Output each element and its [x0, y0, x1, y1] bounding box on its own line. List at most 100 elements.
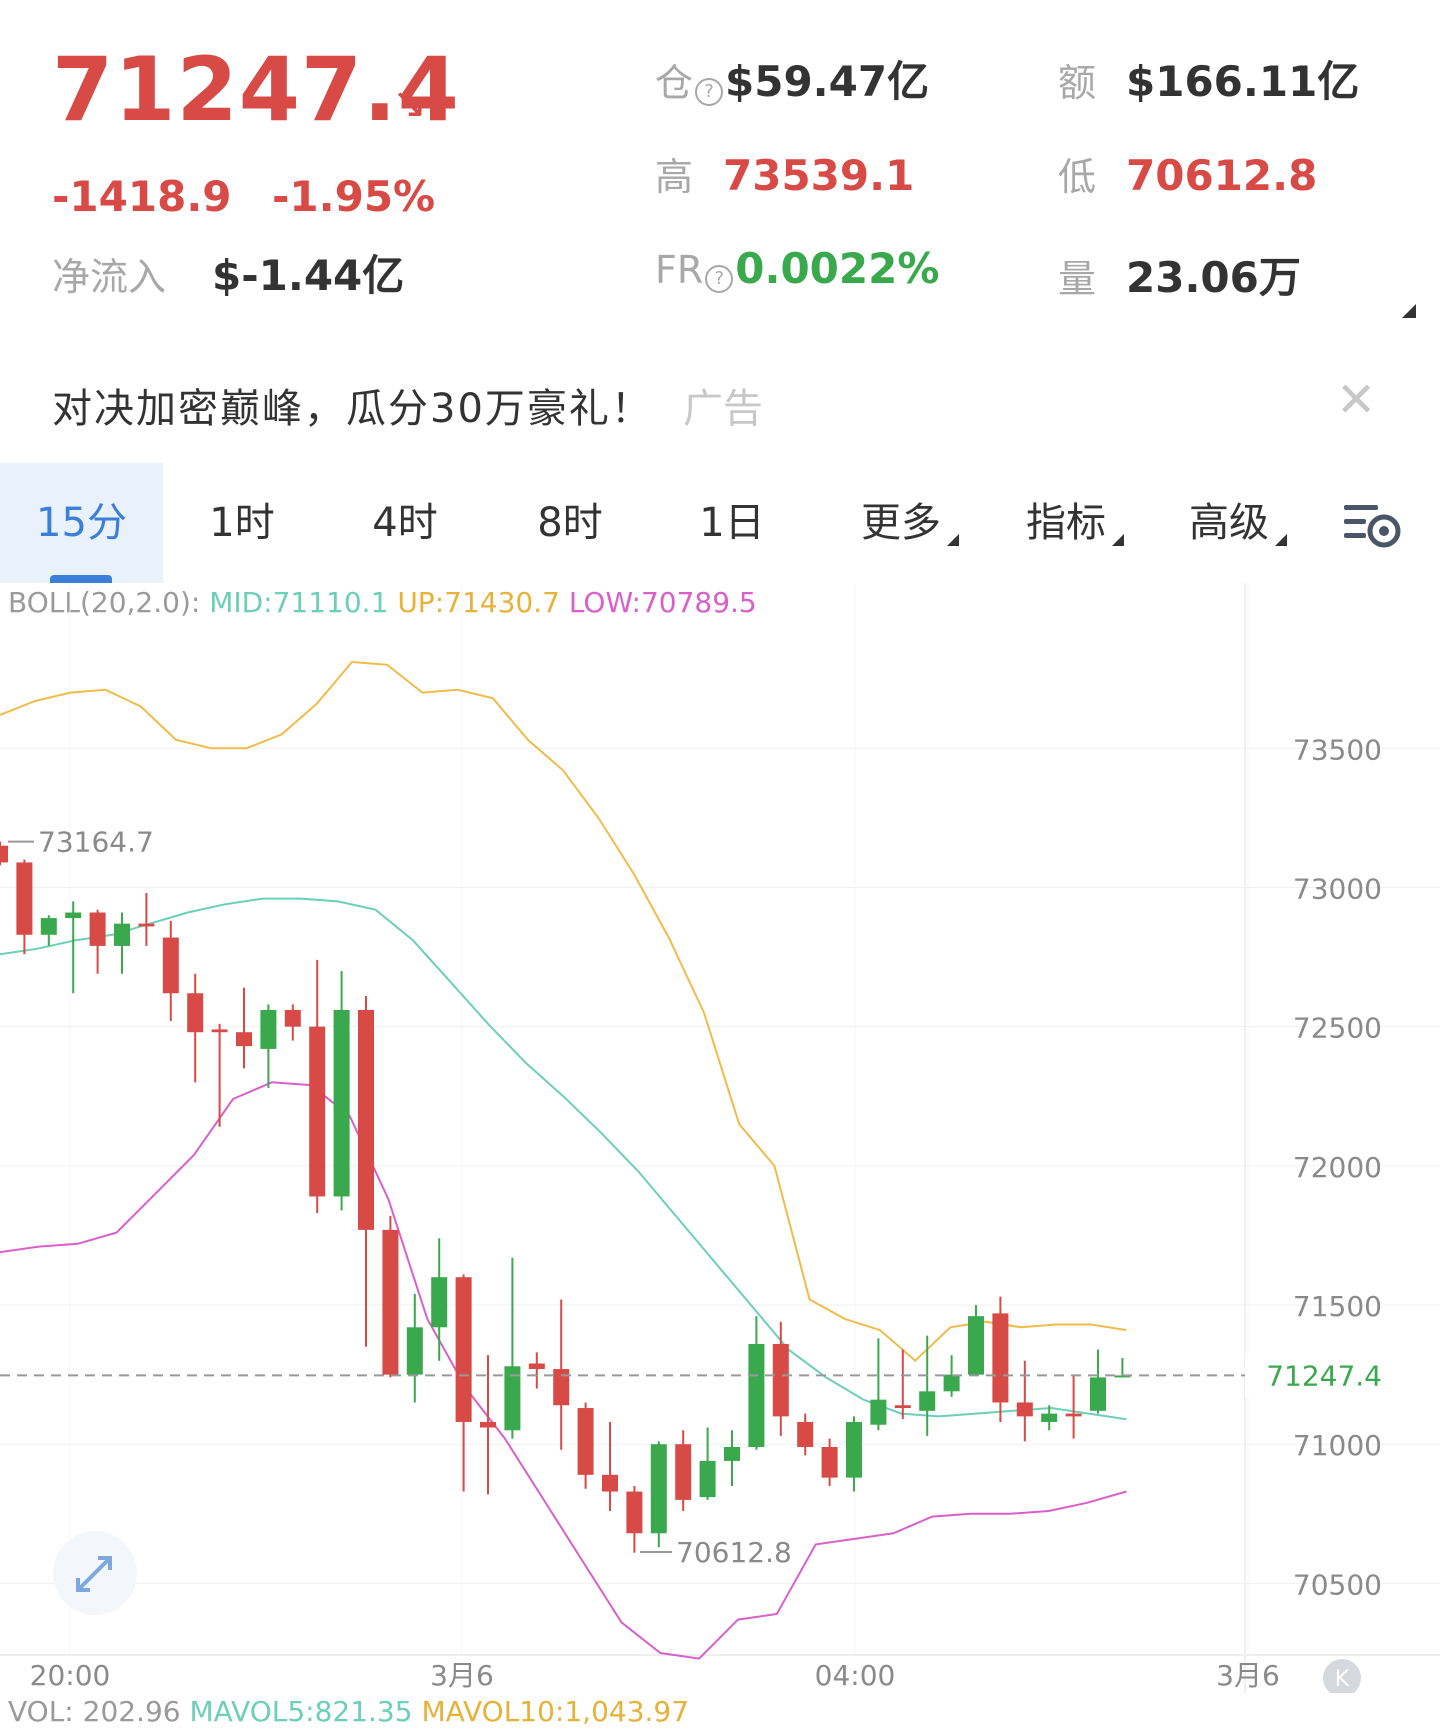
expand-stats-icon[interactable]	[1402, 304, 1416, 318]
candle-body	[1065, 1413, 1082, 1417]
high-annotation: 73164.7	[38, 826, 154, 859]
tab-advanced[interactable]: 高级	[1168, 463, 1308, 583]
candle-body	[187, 993, 204, 1033]
boll-up: UP:71430.7	[397, 586, 560, 619]
candle-body	[772, 1344, 789, 1417]
boll-mid: MID:71110.1	[209, 586, 389, 619]
x-tick-label: 3月6	[430, 1659, 494, 1692]
mavol5-value: MAVOL5:821.35	[189, 1695, 413, 1728]
candle-body	[65, 912, 82, 919]
netflow-value: $-1.44亿	[212, 251, 405, 300]
candle	[650, 1441, 667, 1548]
y-tick-label: 73000	[1293, 872, 1382, 905]
tab-indicators[interactable]: 指标	[1005, 463, 1145, 583]
volume-value: 23.06万	[1126, 253, 1301, 302]
turnover-stat: 额 $166.11亿	[1058, 48, 1359, 109]
tab-15m[interactable]: 15分	[0, 463, 163, 583]
candle	[504, 1257, 521, 1439]
low-stat: 低 70612.8	[1058, 146, 1317, 201]
candle-body	[577, 1408, 594, 1475]
candle	[382, 1215, 399, 1378]
candle	[0, 841, 8, 866]
candle-body	[114, 923, 130, 946]
candle	[992, 1296, 1009, 1422]
help-icon[interactable]: ?	[705, 264, 734, 293]
candle-body	[894, 1405, 911, 1409]
candle-body	[16, 862, 33, 935]
candle	[40, 915, 57, 946]
tab-4h[interactable]: 4时	[345, 463, 465, 583]
low-label: 低	[1058, 155, 1097, 199]
boll-upper-line	[0, 660, 1127, 1363]
boll-lower-line	[0, 1081, 1127, 1660]
fullscreen-button[interactable]	[53, 1531, 137, 1615]
last-price-tag	[1245, 1353, 1395, 1398]
dropdown-icon	[1275, 534, 1287, 546]
volume-label: 量	[1058, 257, 1097, 301]
y-axis: 73500 73000 72500 72000 71500 71000 70500	[1293, 733, 1382, 1601]
price-change: -1418.9	[52, 172, 232, 221]
candlestick-chart[interactable]: 73500 73000 72500 72000 71500 71000 70500 20:0…	[0, 583, 1440, 1693]
tab-label: 1时	[209, 500, 275, 546]
candle-body	[455, 1277, 472, 1422]
candle-body	[846, 1421, 862, 1478]
tab-more[interactable]: 更多	[840, 463, 980, 583]
candle-body	[260, 1009, 277, 1049]
tab-1d[interactable]: 1日	[672, 463, 792, 583]
price-change-percent: -1.95%	[272, 172, 436, 221]
mavol10-value: MAVOL10:1,043.97	[421, 1695, 690, 1728]
tab-8h[interactable]: 8时	[510, 463, 630, 583]
candle	[748, 1316, 765, 1450]
candle	[162, 920, 179, 1022]
close-icon[interactable]: ✕	[1336, 372, 1377, 428]
candle	[846, 1416, 862, 1492]
candle	[65, 901, 82, 994]
position-value: $59.47亿	[725, 57, 930, 106]
candle-body	[943, 1374, 960, 1392]
ad-tag: 广告	[683, 386, 763, 432]
low-annotation: 70612.8	[676, 1536, 792, 1569]
candle-body	[870, 1399, 887, 1425]
candle-body	[89, 912, 106, 946]
candle	[309, 959, 326, 1214]
high-label: 高	[655, 155, 694, 199]
candle	[919, 1335, 936, 1436]
candle	[211, 1023, 228, 1127]
tab-label: 8时	[537, 500, 603, 546]
x-tick-label: 20:00	[30, 1659, 111, 1692]
candle-body	[138, 923, 155, 927]
candle-body	[0, 845, 8, 863]
chart-settings-icon[interactable]	[1340, 501, 1404, 555]
tab-1h[interactable]: 1时	[182, 463, 302, 583]
candles	[0, 841, 1131, 1553]
candle	[89, 909, 106, 974]
candle	[968, 1305, 984, 1375]
candle	[284, 1004, 301, 1041]
candle	[431, 1238, 448, 1361]
tab-label: 更多	[861, 500, 941, 546]
candle	[260, 1004, 277, 1088]
tab-label: 1日	[699, 500, 765, 546]
ad-banner-text[interactable]: 对决加密巅峰，瓜分30万豪礼！	[52, 386, 653, 432]
candle-body	[236, 1032, 252, 1047]
x-axis: 20:00 3月6 04:00 3月6	[30, 1659, 1280, 1692]
scroll-latest-button[interactable]: K	[1323, 1659, 1361, 1693]
active-tab-indicator	[50, 575, 112, 583]
candle	[1016, 1360, 1033, 1442]
candle-body	[309, 1026, 326, 1197]
candle	[699, 1427, 716, 1500]
last-price: 71247.4	[52, 38, 460, 141]
last-price-label: 71247.4	[1266, 1359, 1382, 1392]
down-arrow-icon: ↘	[392, 78, 428, 127]
annotations: 71247.4 73164.7 70612.8	[0, 826, 1395, 1569]
candle	[114, 912, 130, 974]
candle-body	[626, 1491, 643, 1534]
funding-rate-stat: FR? 0.0022%	[655, 244, 939, 293]
candle-body	[650, 1444, 667, 1534]
help-icon[interactable]: ?	[695, 77, 724, 106]
high-stat: 高 73539.1	[655, 146, 914, 201]
volume-legend: VOL: 202.96 MAVOL5:821.35 MAVOL10:1,043.…	[8, 1695, 689, 1728]
candle-body	[797, 1421, 814, 1447]
dropdown-icon	[1112, 534, 1124, 546]
y-tick-label: 73500	[1293, 733, 1382, 766]
